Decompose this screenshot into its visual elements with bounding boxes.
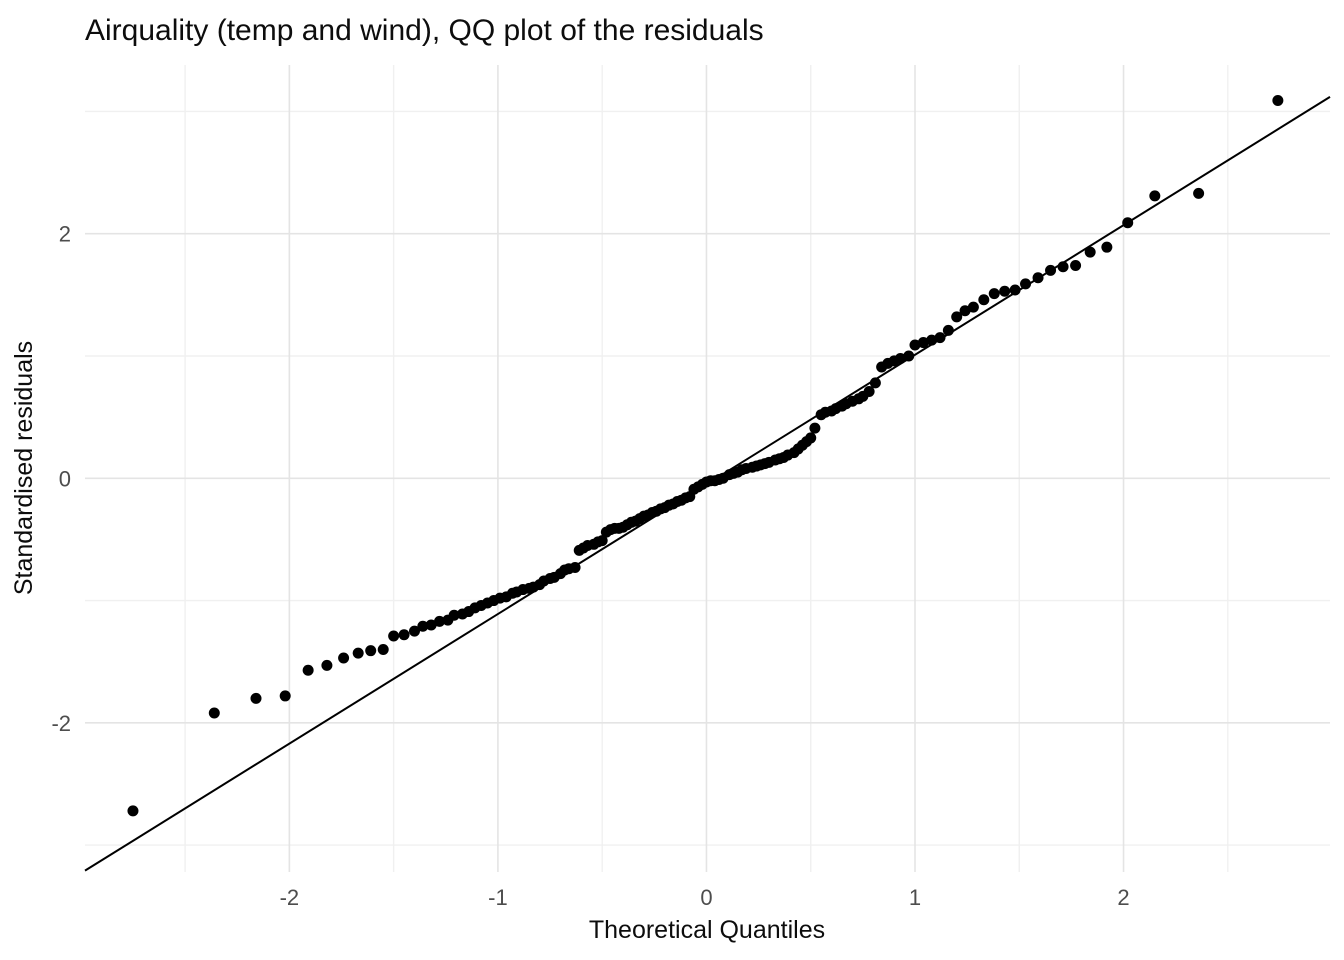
data-point — [809, 422, 821, 434]
data-point — [1149, 190, 1161, 202]
y-axis-title: Standardised residuals — [10, 341, 38, 595]
data-point — [398, 629, 410, 641]
data-point — [1057, 261, 1069, 273]
data-point — [978, 294, 990, 306]
data-point — [208, 707, 220, 719]
chart-title: Airquality (temp and wind), QQ plot of t… — [85, 14, 764, 47]
data-point — [942, 324, 954, 336]
data-point — [352, 647, 364, 659]
y-tick-label: 0 — [59, 466, 71, 491]
data-point — [959, 305, 971, 317]
data-point — [321, 659, 333, 671]
data-point — [894, 352, 906, 364]
data-point — [302, 664, 314, 676]
data-point — [1193, 187, 1205, 199]
x-tick-label: 2 — [1117, 885, 1129, 910]
data-point — [903, 350, 915, 362]
data-point — [917, 337, 929, 349]
y-tick-label: 2 — [59, 222, 71, 247]
data-point — [1045, 264, 1057, 276]
data-point — [1122, 217, 1134, 229]
data-point — [448, 609, 460, 621]
data-point — [417, 620, 429, 632]
data-point — [250, 692, 262, 704]
data-point — [951, 311, 963, 323]
data-point — [279, 690, 291, 702]
data-point — [434, 615, 446, 627]
x-axis-title: Theoretical Quantiles — [589, 916, 825, 944]
data-point — [934, 332, 946, 344]
data-point — [1070, 260, 1082, 272]
x-tick-label: -1 — [488, 885, 508, 910]
data-point — [999, 285, 1011, 297]
data-point — [408, 625, 420, 637]
data-point — [805, 432, 817, 444]
data-point — [569, 562, 581, 574]
data-point — [596, 535, 608, 547]
data-point — [388, 630, 400, 642]
y-tick-label: -2 — [51, 711, 71, 736]
data-point — [127, 805, 139, 817]
y-axis-tick-labels: -2 0 2 — [51, 222, 71, 736]
data-point — [988, 288, 1000, 300]
minor-gridlines — [85, 65, 1330, 872]
data-point — [1084, 246, 1096, 258]
data-point — [338, 652, 350, 664]
major-gridlines — [85, 65, 1330, 872]
data-point — [869, 377, 881, 389]
data-point — [1009, 284, 1021, 296]
data-point — [365, 645, 377, 657]
data-point — [425, 619, 437, 631]
data-point — [967, 301, 979, 313]
x-tick-label: 1 — [909, 885, 921, 910]
data-point — [1020, 278, 1032, 290]
data-point — [1032, 272, 1044, 284]
data-point — [926, 334, 938, 346]
data-point — [1101, 241, 1113, 253]
x-tick-label: 0 — [700, 885, 712, 910]
x-axis-tick-labels: -2 -1 0 1 2 — [280, 885, 1130, 910]
scatter-points — [127, 94, 1284, 817]
data-point — [909, 339, 921, 351]
x-tick-label: -2 — [280, 885, 300, 910]
data-point — [1272, 94, 1284, 106]
data-point — [377, 643, 389, 655]
data-point — [863, 385, 875, 397]
